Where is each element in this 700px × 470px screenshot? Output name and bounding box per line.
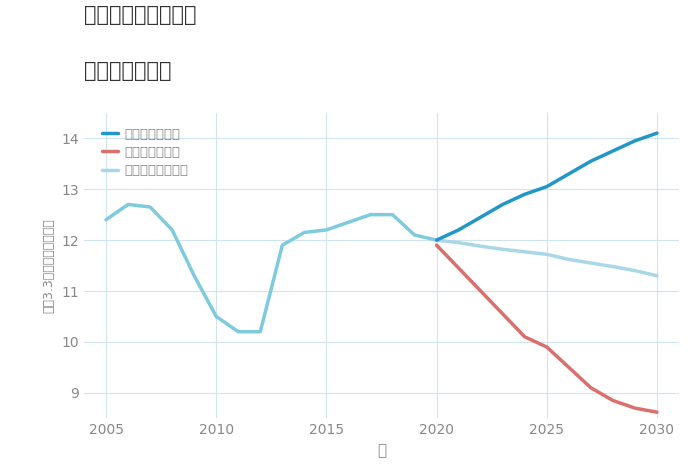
グッドシナリオ: [609, 148, 617, 154]
Legend: グッドシナリオ, バッドシナリオ, ノーマルシナリオ: グッドシナリオ, バッドシナリオ, ノーマルシナリオ: [97, 123, 193, 182]
Text: 福岡県筑後市長崎の: 福岡県筑後市長崎の: [84, 5, 197, 25]
Text: 土地の価格推移: 土地の価格推移: [84, 61, 172, 81]
ノーマルシナリオ: [565, 257, 573, 262]
ノーマルシナリオ: [609, 264, 617, 269]
グッドシナリオ: [587, 158, 595, 164]
Line: バッドシナリオ: バッドシナリオ: [437, 245, 657, 412]
バッドシナリオ: [587, 385, 595, 391]
グッドシナリオ: [565, 171, 573, 177]
ノーマルシナリオ: [498, 246, 507, 252]
グッドシナリオ: [477, 214, 485, 220]
ノーマルシナリオ: [477, 243, 485, 249]
グッドシナリオ: [653, 130, 662, 136]
Y-axis label: 坪（3.3㎡）単価（万円）: 坪（3.3㎡）単価（万円）: [43, 218, 56, 313]
グッドシナリオ: [454, 227, 463, 233]
バッドシナリオ: [454, 265, 463, 271]
ノーマルシナリオ: [521, 249, 529, 255]
ノーマルシナリオ: [433, 237, 441, 243]
グッドシナリオ: [521, 191, 529, 197]
ノーマルシナリオ: [631, 268, 639, 274]
バッドシナリオ: [498, 311, 507, 317]
バッドシナリオ: [542, 344, 551, 350]
グッドシナリオ: [631, 138, 639, 144]
ノーマルシナリオ: [542, 251, 551, 257]
Line: グッドシナリオ: グッドシナリオ: [437, 133, 657, 240]
グッドシナリオ: [498, 202, 507, 207]
バッドシナリオ: [631, 405, 639, 411]
ノーマルシナリオ: [454, 240, 463, 245]
バッドシナリオ: [433, 243, 441, 248]
バッドシナリオ: [521, 334, 529, 340]
X-axis label: 年: 年: [377, 443, 386, 458]
ノーマルシナリオ: [587, 260, 595, 266]
Line: ノーマルシナリオ: ノーマルシナリオ: [437, 240, 657, 276]
グッドシナリオ: [542, 184, 551, 189]
バッドシナリオ: [477, 288, 485, 294]
バッドシナリオ: [609, 398, 617, 403]
バッドシナリオ: [653, 409, 662, 415]
グッドシナリオ: [433, 237, 441, 243]
バッドシナリオ: [565, 365, 573, 370]
ノーマルシナリオ: [653, 273, 662, 279]
